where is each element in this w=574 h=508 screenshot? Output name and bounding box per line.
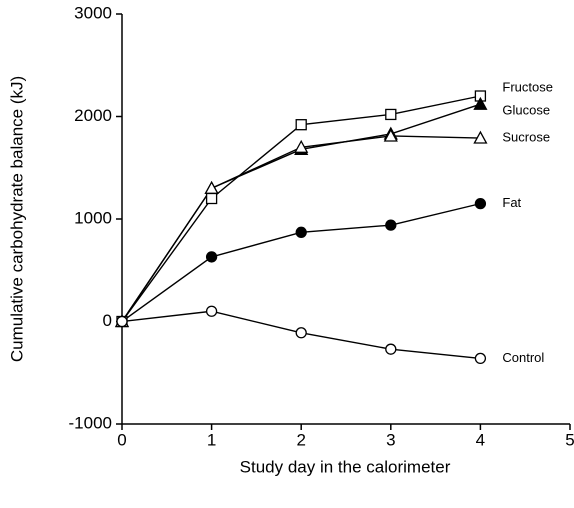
marker bbox=[385, 108, 397, 121]
series-label: Fructose bbox=[502, 79, 553, 94]
marker bbox=[474, 197, 487, 210]
x-tick-label: 3 bbox=[386, 430, 395, 449]
marker bbox=[474, 352, 487, 365]
marker bbox=[116, 315, 128, 328]
marker bbox=[473, 130, 488, 144]
series-line bbox=[121, 202, 481, 323]
marker bbox=[385, 219, 397, 231]
series-label: Control bbox=[502, 350, 544, 365]
marker bbox=[205, 192, 218, 205]
x-tick-label: 4 bbox=[476, 430, 485, 449]
y-tick-label: 0 bbox=[103, 311, 112, 330]
marker bbox=[205, 251, 218, 263]
x-tick-label: 5 bbox=[565, 430, 574, 449]
y-tick-label: 3000 bbox=[74, 3, 112, 22]
marker bbox=[385, 343, 397, 355]
series-label: Glucose bbox=[502, 103, 550, 118]
x-tick-label: 2 bbox=[296, 430, 305, 449]
marker bbox=[383, 128, 398, 142]
marker bbox=[473, 96, 488, 110]
y-tick-label: 2000 bbox=[74, 106, 112, 125]
x-axis-title: Study day in the calorimeter bbox=[240, 457, 451, 476]
marker bbox=[295, 327, 307, 339]
y-tick-label: 1000 bbox=[74, 208, 112, 227]
y-axis-title: Cumulative carbohydrate balance (kJ) bbox=[7, 76, 26, 362]
marker bbox=[205, 305, 218, 317]
x-tick-label: 0 bbox=[117, 430, 126, 449]
marker bbox=[295, 226, 307, 238]
marker bbox=[294, 139, 309, 153]
y-tick-label: -1000 bbox=[69, 413, 112, 432]
series-label: Fat bbox=[502, 195, 521, 210]
marker bbox=[295, 119, 307, 131]
x-tick-label: 1 bbox=[207, 430, 216, 449]
series-label: Sucrose bbox=[502, 129, 550, 144]
marker bbox=[204, 180, 219, 194]
